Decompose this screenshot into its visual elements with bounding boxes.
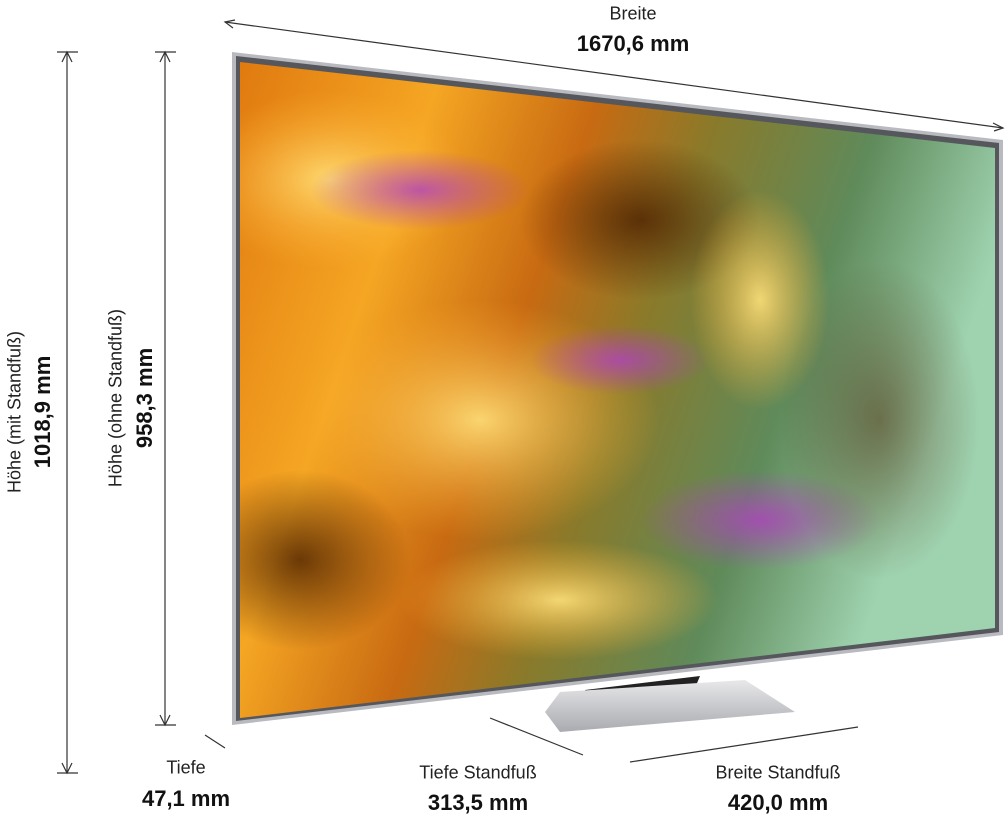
- dimension-label: Tiefe Standfuß: [419, 762, 537, 783]
- depth-arrow: [204, 734, 226, 749]
- dimension-value: 958,3 mm: [132, 347, 157, 449]
- dimension-lines: [57, 19, 1005, 775]
- dimension-value: 1018,9 mm: [30, 355, 55, 469]
- arrowheads: [57, 50, 78, 775]
- screen-image: [240, 90, 980, 660]
- dimension-value: 420,0 mm: [727, 790, 829, 815]
- dimension-label: Tiefe: [166, 757, 206, 778]
- arrowheads: [155, 50, 176, 727]
- dimension-label: Höhe (ohne Standfuß): [105, 308, 126, 488]
- stand-depth-arrow: [489, 717, 584, 756]
- dimension-value: 313,5 mm: [427, 790, 529, 815]
- dimension-label: Breite: [609, 3, 657, 24]
- stand-base: [545, 680, 795, 732]
- dimension-label: Höhe (mit Standfuß): [4, 330, 25, 494]
- width-arrow: [224, 21, 1004, 129]
- dimension-label: Breite Standfuß: [715, 762, 841, 783]
- stand-width-arrow: [629, 726, 859, 763]
- dimension-value: 47,1 mm: [141, 786, 231, 811]
- dimension-value: 1670,6 mm: [576, 31, 690, 56]
- arrowheads: [223, 19, 1005, 132]
